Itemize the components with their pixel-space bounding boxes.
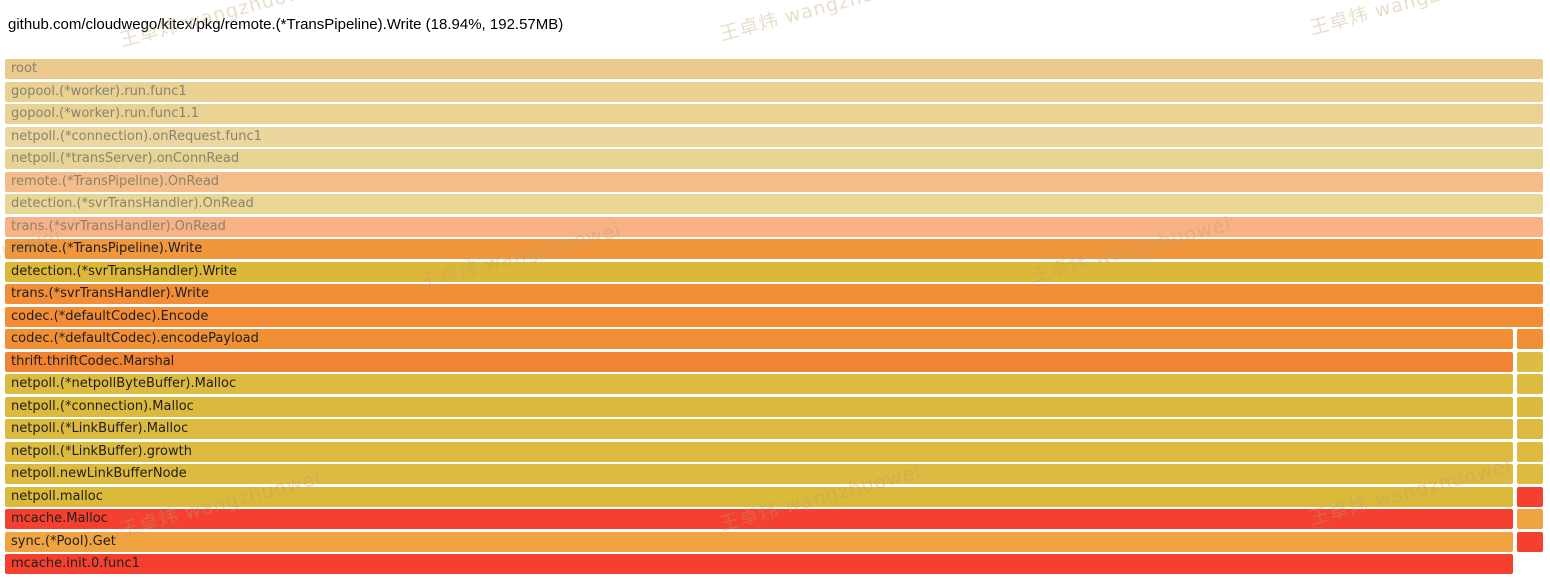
flame-frame[interactable]: netpoll.(*netpollByteBuffer).Malloc — [5, 374, 1513, 394]
flame-frame-label: codec.(*defaultCodec).encodePayload — [11, 331, 259, 346]
flame-row: root — [5, 59, 1543, 79]
flame-row: netpoll.(*connection).onRequest.func1 — [5, 126, 1543, 147]
flame-frame-sibling[interactable] — [1517, 329, 1543, 349]
flame-frame-label: codec.(*defaultCodec).Encode — [11, 308, 209, 324]
flame-row: mcache.Malloc — [5, 509, 1543, 529]
flame-frame-sibling[interactable] — [1517, 374, 1543, 394]
flame-frame-label: netpoll.(*LinkBuffer).growth — [11, 443, 192, 459]
flame-frame[interactable]: detection.(*svrTransHandler).Write — [5, 261, 1543, 282]
flame-frame-sibling[interactable] — [1517, 531, 1543, 552]
flame-row: remote.(*TransPipeline).Write — [5, 239, 1543, 259]
flame-frame[interactable]: netpoll.(*connection).Malloc — [5, 396, 1513, 417]
flame-row: netpoll.newLinkBufferNode — [5, 464, 1543, 484]
flame-frame-label: gopool.(*worker).run.func1 — [11, 83, 187, 99]
flame-frame[interactable]: netpoll.(*transServer).onConnRead — [5, 149, 1543, 169]
flame-frame-sibling[interactable] — [1517, 396, 1543, 417]
flame-row: detection.(*svrTransHandler).OnRead — [5, 194, 1543, 214]
flame-frame-sibling[interactable] — [1517, 441, 1543, 462]
flame-frame-label: netpoll.(*netpollByteBuffer).Malloc — [11, 376, 237, 391]
flame-frame-sibling[interactable] — [1517, 351, 1543, 372]
flame-row: trans.(*svrTransHandler).OnRead — [5, 216, 1543, 237]
flame-frame-label: detection.(*svrTransHandler).OnRead — [11, 196, 254, 211]
flame-row: netpoll.(*LinkBuffer).Malloc — [5, 419, 1543, 439]
flame-row: netpoll.(*connection).Malloc — [5, 396, 1543, 417]
watermark-text: 王卓炜 wangzhuowei — [1307, 0, 1514, 40]
flame-frame[interactable]: trans.(*svrTransHandler).OnRead — [5, 216, 1543, 237]
flame-frame-label: trans.(*svrTransHandler).OnRead — [11, 218, 226, 234]
flame-frame[interactable]: codec.(*defaultCodec).encodePayload — [5, 329, 1513, 349]
flame-frame-label: thrift.thriftCodec.Marshal — [11, 353, 175, 369]
flame-frame-label: netpoll.(*connection).Malloc — [11, 398, 194, 414]
flame-row: netpoll.(*transServer).onConnRead — [5, 149, 1543, 169]
flame-row: gopool.(*worker).run.func1 — [5, 81, 1543, 102]
flame-frame-label: mcache.Malloc — [11, 511, 108, 526]
flame-row: netpoll.(*netpollByteBuffer).Malloc — [5, 374, 1543, 394]
flame-frame-label: remote.(*TransPipeline).Write — [11, 241, 203, 256]
flame-row: detection.(*svrTransHandler).Write — [5, 261, 1543, 282]
flame-frame[interactable]: netpoll.malloc — [5, 486, 1513, 507]
flame-frame-label: sync.(*Pool).Get — [11, 533, 116, 549]
flame-frame[interactable]: trans.(*svrTransHandler).Write — [5, 284, 1543, 304]
page-title: github.com/cloudwego/kitex/pkg/remote.(*… — [8, 16, 564, 33]
flame-row: codec.(*defaultCodec).encodePayload — [5, 329, 1543, 349]
flame-frame-label: remote.(*TransPipeline).OnRead — [11, 173, 220, 189]
flame-frame[interactable]: netpoll.(*LinkBuffer).Malloc — [5, 419, 1513, 439]
flame-row: mcache.init.0.func1 — [5, 554, 1543, 574]
flame-frame-sibling[interactable] — [1517, 509, 1543, 529]
flame-frame-label: netpoll.malloc — [11, 488, 103, 504]
flame-frame-label: mcache.init.0.func1 — [11, 556, 140, 571]
flame-frame[interactable]: sync.(*Pool).Get — [5, 531, 1513, 552]
flame-frame-label: netpoll.(*transServer).onConnRead — [11, 151, 240, 166]
flame-graph: root gopool.(*worker).run.func1 gopool.(*w… — [5, 59, 1543, 577]
flame-frame[interactable]: netpoll.newLinkBufferNode — [5, 464, 1513, 484]
flame-frame-label: gopool.(*worker).run.func1.1 — [11, 106, 200, 121]
flame-row: remote.(*TransPipeline).OnRead — [5, 171, 1543, 192]
flame-frame-label: detection.(*svrTransHandler).Write — [11, 263, 237, 279]
watermark-text: 王卓炜 wangzhuowei — [717, 0, 924, 46]
flame-frame-label: netpoll.newLinkBufferNode — [11, 466, 187, 481]
flame-row: thrift.thriftCodec.Marshal — [5, 351, 1543, 372]
flame-frame[interactable]: remote.(*TransPipeline).OnRead — [5, 171, 1543, 192]
flame-frame[interactable]: netpoll.(*connection).onRequest.func1 — [5, 126, 1543, 147]
flame-row: codec.(*defaultCodec).Encode — [5, 306, 1543, 327]
flame-frame-sibling[interactable] — [1517, 464, 1543, 484]
flame-frame[interactable]: thrift.thriftCodec.Marshal — [5, 351, 1513, 372]
flame-frame[interactable]: remote.(*TransPipeline).Write — [5, 239, 1543, 259]
flame-row: trans.(*svrTransHandler).Write — [5, 284, 1543, 304]
flame-frame-label: trans.(*svrTransHandler).Write — [11, 286, 210, 301]
flame-frame-label: netpoll.(*connection).onRequest.func1 — [11, 128, 262, 144]
flame-frame[interactable]: netpoll.(*LinkBuffer).growth — [5, 441, 1513, 462]
flame-frame[interactable]: mcache.Malloc — [5, 509, 1513, 529]
flame-row: netpoll.(*LinkBuffer).growth — [5, 441, 1543, 462]
flame-frame-sibling[interactable] — [1517, 419, 1543, 439]
flame-row: netpoll.malloc — [5, 486, 1543, 507]
flame-frame[interactable]: gopool.(*worker).run.func1 — [5, 81, 1543, 102]
flame-row: gopool.(*worker).run.func1.1 — [5, 104, 1543, 124]
flame-frame[interactable]: detection.(*svrTransHandler).OnRead — [5, 194, 1543, 214]
flame-frame[interactable]: mcache.init.0.func1 — [5, 554, 1513, 574]
flame-row: sync.(*Pool).Get — [5, 531, 1543, 552]
flame-frame-sibling[interactable] — [1517, 486, 1543, 507]
flame-frame[interactable]: gopool.(*worker).run.func1.1 — [5, 104, 1543, 124]
flame-frame-label: root — [11, 61, 38, 76]
flame-frame[interactable]: codec.(*defaultCodec).Encode — [5, 306, 1543, 327]
flame-frame-label: netpoll.(*LinkBuffer).Malloc — [11, 421, 189, 436]
flame-frame[interactable]: root — [5, 59, 1543, 79]
